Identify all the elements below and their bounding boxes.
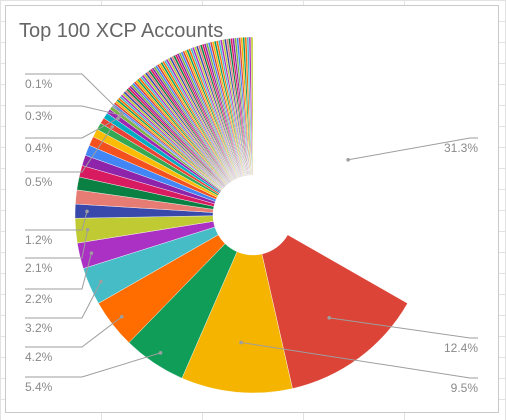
leader-line xyxy=(25,117,119,139)
data-label: 0.1% xyxy=(25,77,53,91)
leader-line xyxy=(240,341,478,379)
data-label: 0.4% xyxy=(25,141,53,155)
leader-line xyxy=(25,211,88,231)
data-label: 0.3% xyxy=(25,109,53,123)
leader-line xyxy=(25,73,123,114)
data-label: 2.1% xyxy=(25,261,53,275)
data-label: 2.2% xyxy=(25,292,53,306)
data-label: 3.2% xyxy=(25,321,53,335)
leader-line xyxy=(25,253,92,290)
leader-line xyxy=(348,137,478,161)
leader-line xyxy=(25,229,89,259)
data-label: 31.3% xyxy=(444,141,478,155)
data-label: 9.5% xyxy=(451,381,479,395)
data-label: 4.2% xyxy=(25,350,53,364)
data-label: 5.4% xyxy=(25,380,53,394)
pie-slice[interactable] xyxy=(261,234,408,389)
leader-line xyxy=(25,105,121,116)
chart-title: Top 100 XCP Accounts xyxy=(19,20,224,42)
leader-line xyxy=(329,317,478,339)
pie-slice[interactable] xyxy=(250,36,254,176)
leader-line xyxy=(25,126,113,173)
leader-line xyxy=(25,281,102,319)
data-label: 12.4% xyxy=(444,341,478,355)
leader-line xyxy=(25,316,123,348)
data-label: 0.5% xyxy=(25,175,53,189)
pie-slice[interactable] xyxy=(253,37,432,304)
pie-slice[interactable] xyxy=(181,251,293,394)
data-label: 1.2% xyxy=(25,233,53,247)
leader-line xyxy=(25,352,161,378)
